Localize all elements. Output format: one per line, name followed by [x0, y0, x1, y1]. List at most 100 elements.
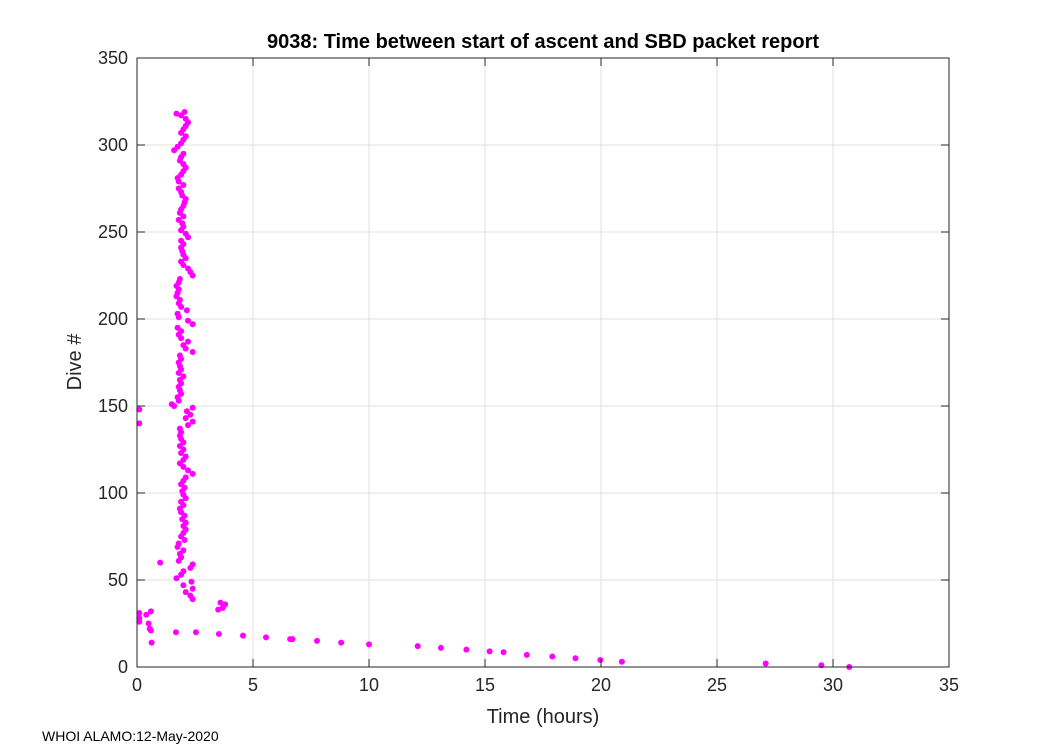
data-point — [136, 610, 143, 617]
y-tick-label: 100 — [98, 483, 128, 503]
data-point — [182, 589, 189, 596]
data-point — [762, 660, 769, 667]
data-point — [189, 561, 196, 568]
data-point — [185, 467, 192, 474]
data-point — [180, 547, 187, 554]
data-point — [174, 324, 181, 331]
data-point — [185, 338, 192, 345]
data-point — [176, 352, 183, 359]
data-point — [178, 258, 185, 265]
y-tick-label: 150 — [98, 396, 128, 416]
data-point — [182, 230, 189, 237]
data-point — [136, 615, 143, 622]
x-axis-label: Time (hours) — [487, 706, 600, 728]
data-point — [215, 630, 222, 637]
data-point — [597, 657, 604, 664]
data-point — [180, 342, 187, 349]
data-point — [189, 321, 196, 328]
data-point — [486, 648, 493, 655]
y-tick-label: 350 — [98, 48, 128, 68]
data-point — [173, 110, 180, 117]
data-point — [182, 133, 189, 140]
grid — [136, 57, 950, 668]
x-tick-label: 35 — [939, 675, 959, 695]
data-point — [314, 637, 321, 644]
data-point — [180, 182, 187, 189]
data-point — [187, 592, 194, 599]
y-tick-label: 50 — [108, 570, 128, 590]
x-tick-label: 20 — [591, 675, 611, 695]
data-point — [182, 115, 189, 122]
data-point — [217, 599, 224, 606]
data-point — [549, 653, 556, 660]
data-point — [182, 453, 189, 460]
y-tick-label: 0 — [118, 657, 128, 677]
data-point — [215, 606, 222, 613]
data-point — [189, 470, 196, 477]
data-point — [145, 620, 152, 627]
data-point — [176, 275, 183, 282]
data-point — [192, 629, 199, 636]
data-point — [189, 404, 196, 411]
x-tick-label: 0 — [132, 675, 142, 695]
x-tick-label: 25 — [707, 675, 727, 695]
data-point — [174, 310, 181, 317]
data-point — [414, 643, 421, 650]
data-point — [176, 425, 183, 432]
data-point — [189, 418, 196, 425]
data-point — [147, 608, 154, 615]
data-point — [181, 108, 188, 115]
data-point — [178, 498, 185, 505]
data-point — [240, 632, 247, 639]
data-point — [366, 641, 372, 648]
data-point — [172, 629, 179, 636]
data-point — [143, 611, 150, 618]
data-point — [182, 474, 189, 481]
chart-title: 9038: Time between start of ascent and S… — [267, 31, 819, 53]
footer-credit: WHOI ALAMO:12-May-2020 — [42, 728, 219, 744]
y-tick-label: 300 — [98, 135, 128, 155]
data-point — [147, 627, 154, 634]
data-point — [148, 639, 155, 646]
data-point — [180, 582, 187, 589]
data-point — [572, 655, 579, 662]
data-point — [183, 307, 190, 314]
data-point — [178, 237, 185, 244]
data-point — [157, 559, 164, 566]
data-point — [262, 634, 269, 641]
data-point — [338, 639, 345, 646]
data-point — [463, 646, 470, 653]
data-point — [171, 403, 178, 409]
data-point — [185, 317, 192, 324]
data-point — [180, 568, 187, 575]
data-point — [189, 585, 196, 592]
data-point — [175, 216, 182, 223]
data-point — [182, 415, 189, 422]
data-points — [136, 108, 853, 670]
axes-box — [136, 57, 950, 668]
data-point — [189, 349, 196, 356]
data-point — [523, 651, 530, 658]
x-tick-label: 10 — [359, 675, 379, 695]
x-tick-label: 15 — [475, 675, 495, 695]
data-point — [437, 644, 444, 651]
data-point — [185, 265, 192, 272]
data-point — [180, 150, 187, 157]
x-tick-label: 30 — [823, 675, 843, 695]
data-point — [136, 406, 143, 413]
y-axis-label: Dive # — [64, 333, 86, 391]
data-point — [500, 649, 507, 656]
y-tick-label: 250 — [98, 222, 128, 242]
data-point — [289, 636, 296, 643]
x-tick-label: 5 — [248, 675, 258, 695]
data-point — [222, 601, 229, 608]
data-point — [175, 185, 182, 192]
data-point — [618, 658, 625, 665]
y-tick-label: 200 — [98, 309, 128, 329]
data-point — [136, 420, 143, 427]
data-point — [185, 422, 192, 429]
data-point — [173, 575, 180, 582]
data-point — [188, 578, 195, 585]
